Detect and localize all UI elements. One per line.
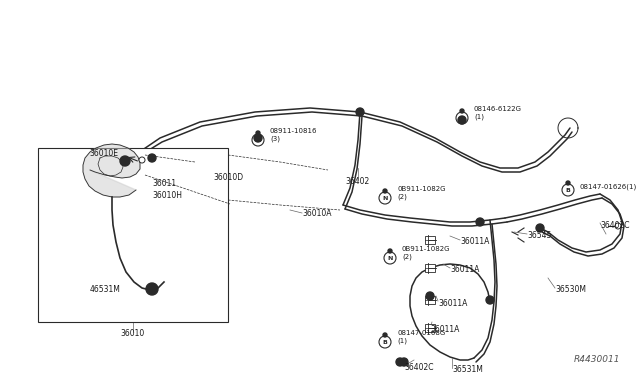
Bar [38,148,228,322]
Text: 36010A: 36010A [302,208,332,218]
Bar [425,236,435,244]
Polygon shape [83,144,140,197]
Text: N: N [387,256,393,260]
Text: N: N [382,196,388,201]
Text: 36010H: 36010H [152,190,182,199]
Text: 36402C: 36402C [404,363,433,372]
Text: R4430011: R4430011 [573,356,620,365]
Text: 36011A: 36011A [450,266,479,275]
Text: 36531M: 36531M [452,366,483,372]
Text: 0B911-1082G
(2): 0B911-1082G (2) [397,186,445,200]
Text: 36011A: 36011A [460,237,490,247]
Text: 36545: 36545 [527,231,552,241]
Text: 36011: 36011 [152,180,176,189]
Text: 46531M: 46531M [89,285,120,295]
Circle shape [383,333,387,337]
Text: 36011A: 36011A [430,326,460,334]
Text: 36011A: 36011A [438,298,467,308]
Circle shape [148,284,156,292]
Text: 08146-6122G
(1): 08146-6122G (1) [474,106,522,120]
Text: N: N [255,138,260,142]
Circle shape [426,292,434,300]
Circle shape [356,108,364,116]
Text: 08147-0168G
(1): 08147-0168G (1) [397,330,445,344]
Circle shape [256,131,260,135]
Text: 36010D: 36010D [213,173,243,183]
Bar [425,324,435,332]
Circle shape [615,223,621,229]
Circle shape [139,157,145,163]
Text: 36402: 36402 [346,177,370,186]
Circle shape [458,116,466,124]
Bar [425,264,435,272]
Circle shape [146,283,158,295]
Text: B: B [383,340,387,344]
Text: 36010E: 36010E [89,150,118,158]
Circle shape [486,296,494,304]
Text: B: B [460,115,465,121]
Circle shape [536,224,544,232]
Text: B: B [566,187,570,192]
Circle shape [388,249,392,253]
Text: 36402C: 36402C [600,221,630,230]
Circle shape [460,109,464,113]
Circle shape [120,156,130,166]
Text: 08147-01626(1): 08147-01626(1) [580,184,637,190]
Circle shape [566,181,570,185]
Circle shape [148,154,156,162]
Text: 36010: 36010 [121,330,145,339]
Circle shape [254,134,262,142]
Circle shape [383,189,387,193]
Text: 36530M: 36530M [555,285,586,295]
Text: 0B911-1082G
(2): 0B911-1082G (2) [402,246,451,260]
Text: 08911-10816
(3): 08911-10816 (3) [270,128,317,142]
Circle shape [400,358,408,366]
Circle shape [396,358,404,366]
Circle shape [476,218,484,226]
Bar [425,296,435,304]
